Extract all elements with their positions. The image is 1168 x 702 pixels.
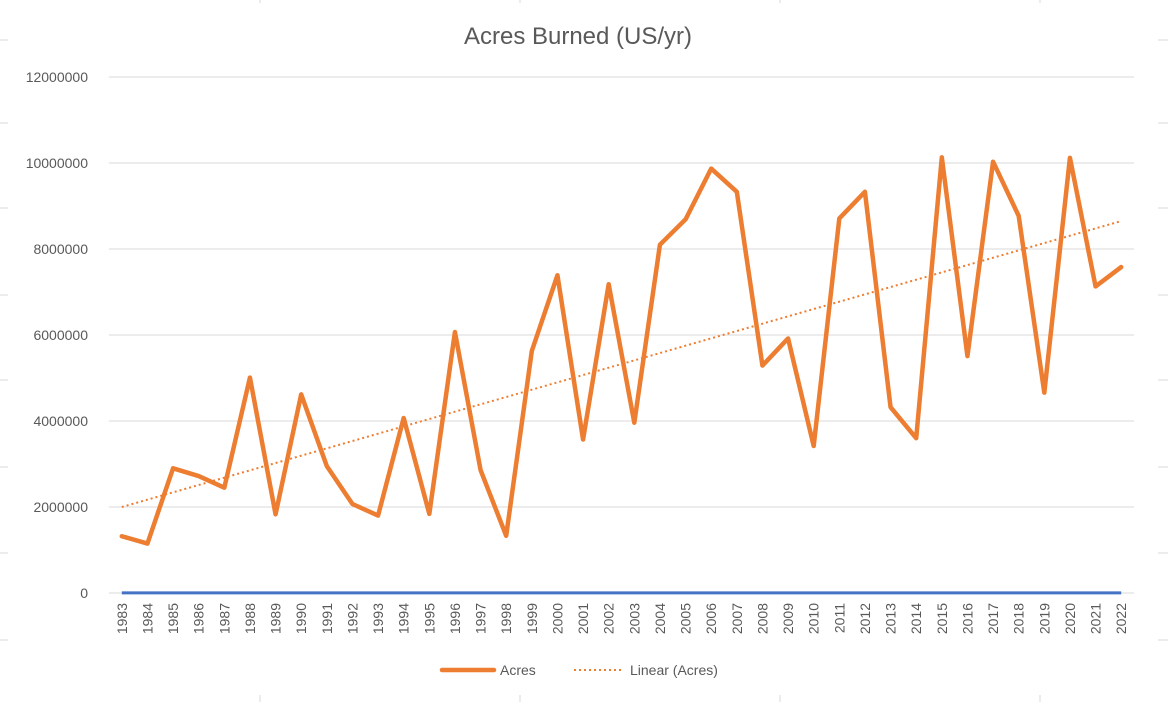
x-tick-label: 2015	[934, 603, 950, 634]
x-tick-label: 1996	[447, 603, 463, 634]
x-tick-label: 2002	[601, 603, 617, 634]
x-tick-label: 2014	[908, 603, 924, 634]
x-tick-label: 1991	[319, 603, 335, 634]
legend-label-linear: Linear (Acres)	[630, 662, 718, 678]
chart-svg: Acres Burned (US/yr) 0 2000000 4000000 6000…	[26, 23, 1134, 678]
x-tick-label: 2006	[703, 603, 719, 634]
y-tick-label: 4000000	[33, 413, 88, 429]
x-tick-label: 1985	[165, 603, 181, 634]
x-axis-tick-labels: 1983 1984 1985 1986 1987 1988 1989 1990 1991 1992…	[114, 603, 1129, 634]
x-tick-label: 1989	[268, 603, 284, 634]
x-tick-label: 2003	[626, 603, 642, 634]
series-line-acres	[119, 155, 1124, 546]
x-tick-label: 1984	[139, 603, 155, 634]
x-tick-label: 2011	[831, 603, 847, 633]
x-tick-label: 2013	[883, 603, 899, 634]
gridlines	[109, 76, 1134, 594]
x-tick-label: 2020	[1062, 603, 1078, 634]
y-axis-tick-labels: 0 2000000 4000000 6000000 8000000 10000000 120…	[26, 69, 89, 601]
y-tick-label: 8000000	[33, 241, 88, 257]
x-tick-label: 1997	[473, 603, 489, 634]
x-tick-label: 2004	[652, 603, 668, 634]
x-tick-label: 1990	[293, 603, 309, 634]
x-tick-label: 2017	[985, 603, 1001, 634]
x-tick-label: 2022	[1113, 603, 1129, 634]
x-tick-label: 1992	[344, 603, 360, 634]
y-tick-label: 12000000	[26, 69, 89, 85]
legend-label-acres: Acres	[500, 662, 536, 678]
chart-title: Acres Burned (US/yr)	[464, 23, 692, 50]
x-tick-label: 2000	[549, 603, 565, 634]
x-tick-label: 2012	[857, 603, 873, 634]
x-tick-label: 2019	[1036, 603, 1052, 634]
x-tick-label: 1995	[421, 603, 437, 634]
x-tick-label: 2021	[1088, 603, 1104, 634]
x-tick-label: 1986	[191, 603, 207, 634]
x-tick-label: 1994	[396, 603, 412, 634]
y-tick-label: 2000000	[33, 499, 88, 515]
chart-area[interactable]: Acres Burned (US/yr) 0 2000000 4000000 6000…	[8, 3, 1158, 695]
y-tick-label: 6000000	[33, 327, 88, 343]
x-tick-label: 2010	[806, 603, 822, 634]
y-tick-label: 0	[80, 585, 88, 601]
x-tick-label: 2016	[959, 603, 975, 634]
y-tick-label: 10000000	[26, 155, 89, 171]
x-tick-label: 2009	[780, 603, 796, 634]
x-tick-label: 1983	[114, 603, 130, 634]
x-tick-label: 1998	[498, 603, 514, 634]
x-tick-label: 1999	[524, 603, 540, 634]
x-tick-label: 2001	[575, 603, 591, 634]
x-tick-label: 1993	[370, 603, 386, 634]
x-tick-label: 2007	[729, 603, 745, 634]
x-tick-label: 1987	[216, 603, 232, 634]
legend: Acres Linear (Acres)	[439, 662, 718, 678]
x-tick-label: 1988	[242, 603, 258, 634]
x-tick-label: 2005	[678, 603, 694, 634]
x-tick-label: 2018	[1011, 603, 1027, 634]
x-tick-label: 2008	[754, 603, 770, 634]
series-layer	[119, 155, 1124, 595]
